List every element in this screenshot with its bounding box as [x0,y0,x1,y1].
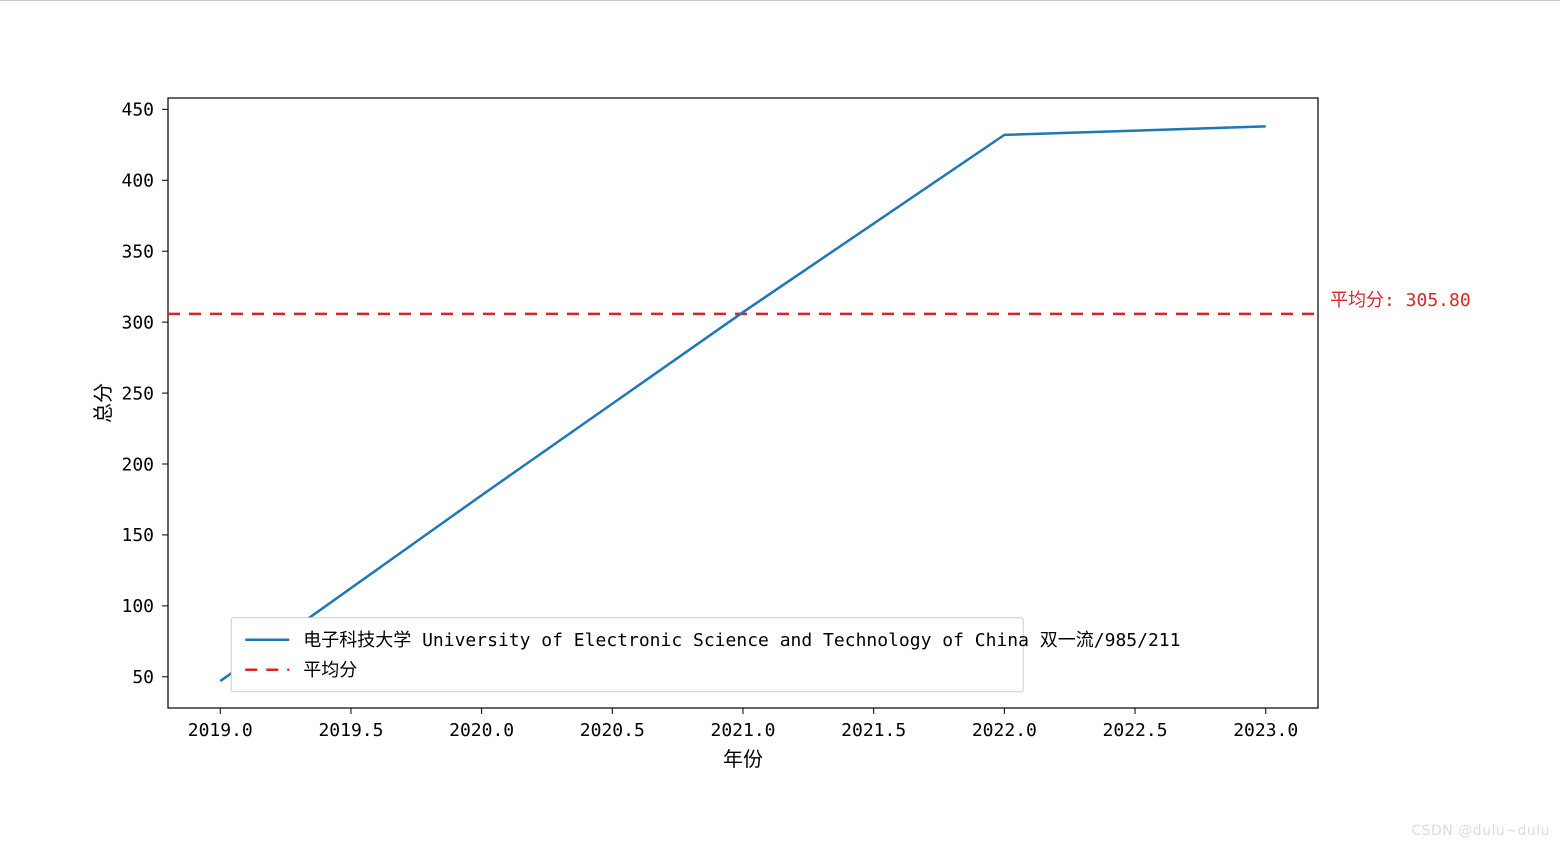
legend-label: 电子科技大学 University of Electronic Science … [303,630,1180,651]
y-tick-label: 150 [121,525,154,546]
y-tick-label: 350 [121,242,154,263]
x-tick-label: 2020.5 [580,720,645,741]
y-axis-label: 总分 [91,383,115,423]
x-tick-label: 2021.0 [710,720,775,741]
x-tick-label: 2020.0 [449,720,514,741]
x-tick-label: 2021.5 [841,720,906,741]
y-tick-label: 250 [121,383,154,404]
x-tick-label: 2019.0 [188,720,253,741]
plot-area [168,98,1318,708]
watermark-text: CSDN @dulu~dulu [1411,823,1550,839]
x-tick-label: 2023.0 [1233,720,1298,741]
y-tick-label: 100 [121,596,154,617]
x-tick-label: 2022.0 [972,720,1037,741]
line-chart: 2019.0 2019.5 2020.0 2020.5 2021.0 2021.5 2022… [0,0,1560,845]
y-tick-label: 450 [121,100,154,121]
page-divider [0,0,1560,1]
x-axis-label: 年份 [723,747,763,771]
avg-line-label: 平均分: 305.80 [1330,290,1471,311]
y-tick-label: 400 [121,171,154,192]
y-tick-label: 200 [121,454,154,475]
y-tick-label: 50 [132,667,154,688]
legend-label: 平均分 [303,660,357,681]
y-tick-label: 300 [121,312,154,333]
x-tick-label: 2022.5 [1103,720,1168,741]
x-tick-label: 2019.5 [318,720,383,741]
